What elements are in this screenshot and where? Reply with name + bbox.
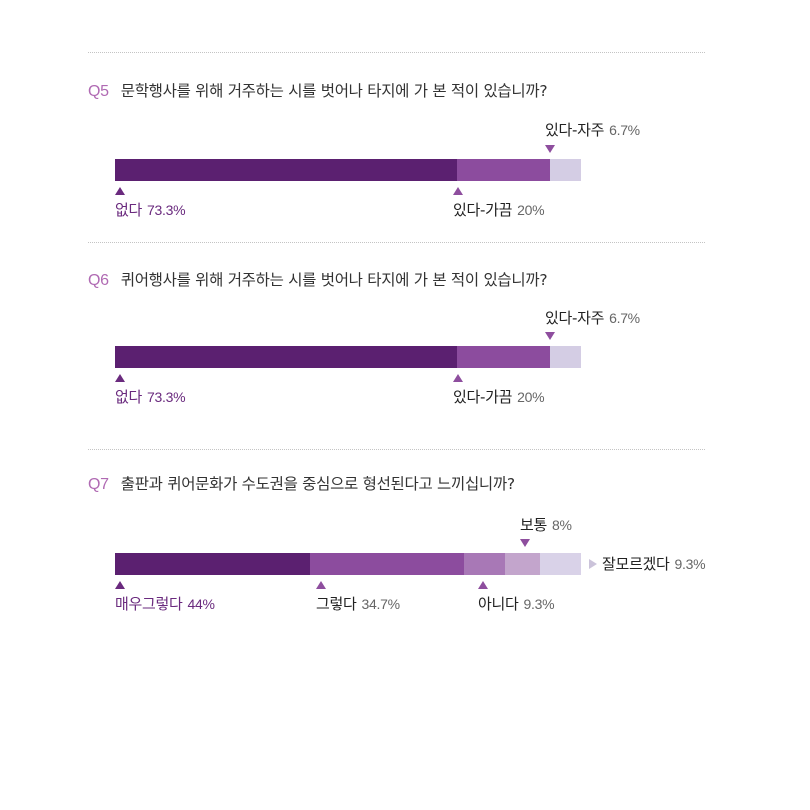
bar-segment xyxy=(550,346,581,368)
question-number: Q7 xyxy=(88,476,109,493)
divider-q5-q6 xyxy=(88,242,705,243)
question-number: Q6 xyxy=(88,272,109,289)
label-q5-sometimes: 있다-가끔 20% xyxy=(453,201,545,219)
bar-segment xyxy=(115,346,457,368)
bar-segment xyxy=(115,159,457,181)
label-q7-disagree: 아니다 9.3% xyxy=(478,595,555,613)
pointer-down-icon xyxy=(545,145,555,153)
bar-segment xyxy=(310,553,464,575)
label-q6-frequent: 있다-자주 6.7% xyxy=(545,309,640,327)
bar-segment xyxy=(540,553,581,575)
pointer-up-icon xyxy=(316,581,326,589)
label-q7-strongly-agree: 매우그렇다 44% xyxy=(115,595,215,613)
pointer-up-icon xyxy=(478,581,488,589)
label-q6-sometimes: 있다-가끔 20% xyxy=(453,388,545,406)
question-text: 퀴어행사를 위해 거주하는 시를 벗어나 타지에 가 본 적이 있습니까? xyxy=(120,271,548,289)
question-text: 출판과 퀴어문화가 수도권을 중심으로 형선된다고 느끼십니까? xyxy=(120,475,515,493)
bar-segment xyxy=(115,553,310,575)
pointer-up-icon xyxy=(115,581,125,589)
stacked-bar-q5 xyxy=(115,159,581,181)
pointer-down-icon xyxy=(520,539,530,547)
pointer-up-icon xyxy=(115,374,125,382)
pointer-up-icon xyxy=(115,187,125,195)
label-q7-agree: 그렇다 34.7% xyxy=(316,595,400,613)
bar-segment xyxy=(505,553,540,575)
question-q7: Q7 출판과 퀴어문화가 수도권을 중심으로 형선된다고 느끼십니까? xyxy=(88,472,515,496)
pointer-up-icon xyxy=(453,187,463,195)
bar-segment xyxy=(464,553,505,575)
label-q5-never: 없다 73.3% xyxy=(115,201,186,219)
label-q7-dont-know: 잘모르겠다 9.3% xyxy=(602,555,706,573)
question-q6: Q6 퀴어행사를 위해 거주하는 시를 벗어나 타지에 가 본 적이 있습니까? xyxy=(88,268,548,292)
stacked-bar-q6 xyxy=(115,346,581,368)
question-q5: Q5 문학행사를 위해 거주하는 시를 벗어나 타지에 가 본 적이 있습니까? xyxy=(88,79,548,103)
label-q5-frequent: 있다-자주 6.7% xyxy=(545,121,640,139)
pointer-up-icon xyxy=(453,374,463,382)
label-q6-never: 없다 73.3% xyxy=(115,388,186,406)
question-number: Q5 xyxy=(88,83,109,100)
question-text: 문학행사를 위해 거주하는 시를 벗어나 타지에 가 본 적이 있습니까? xyxy=(120,82,548,100)
bar-segment xyxy=(457,346,550,368)
divider-top xyxy=(88,52,705,53)
bar-segment xyxy=(550,159,581,181)
divider-q6-q7 xyxy=(88,449,705,450)
label-q7-neutral: 보통 8% xyxy=(520,516,572,534)
pointer-down-icon xyxy=(545,332,555,340)
pointer-right-icon xyxy=(589,559,597,569)
bar-segment xyxy=(457,159,550,181)
stacked-bar-q7 xyxy=(115,553,581,575)
